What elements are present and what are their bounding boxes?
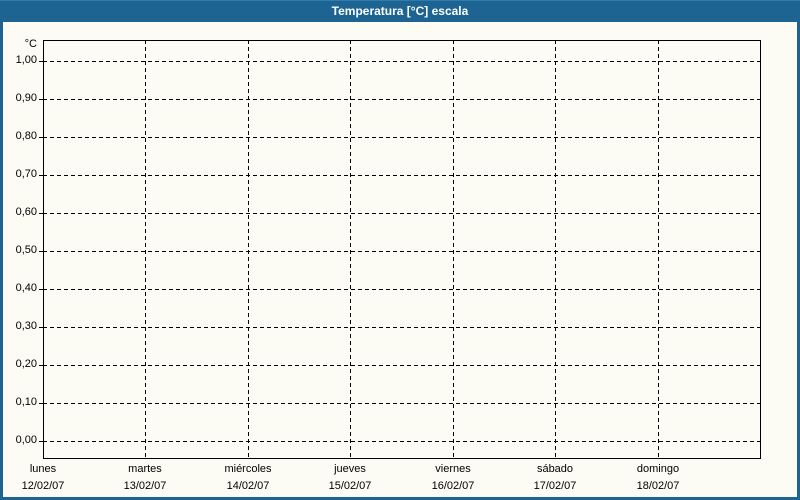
x-day-label: domingo	[636, 463, 680, 475]
plot-area	[43, 40, 761, 459]
x-day-label: sábado	[536, 463, 574, 475]
x-axis-label: miércoles 14/02/07	[224, 461, 271, 495]
y-tick-mark	[39, 99, 43, 100]
y-tick-mark	[39, 213, 43, 214]
gridline-vertical	[145, 40, 146, 458]
y-tick-label: 0,90	[15, 92, 37, 104]
x-date-label: 18/02/07	[636, 480, 680, 492]
y-tick-label: 0,70	[15, 168, 37, 180]
gridline-vertical	[350, 40, 351, 458]
y-tick-label: 0,40	[15, 282, 37, 294]
x-date-label: 16/02/07	[431, 480, 475, 492]
gridline-horizontal	[43, 61, 760, 62]
x-axis-label: sábado 17/02/07	[534, 461, 577, 495]
y-tick-mark	[39, 327, 43, 328]
frame-border-right	[797, 22, 800, 500]
gridline-horizontal	[43, 213, 760, 214]
gridline-horizontal	[43, 365, 760, 366]
gridline-horizontal	[43, 175, 760, 176]
y-tick-mark	[39, 441, 43, 442]
chart-title: Temperatura [°C] escala	[331, 4, 469, 18]
x-day-label: lunes	[29, 463, 57, 475]
gridline-horizontal	[43, 441, 760, 442]
frame-border-left	[0, 22, 3, 500]
x-axis-label: viernes 16/02/07	[432, 461, 475, 495]
y-tick-label: 0,60	[15, 206, 37, 218]
x-date-label: 14/02/07	[226, 480, 270, 492]
y-tick-label: 1,00	[15, 54, 37, 66]
gridline-horizontal	[43, 289, 760, 290]
x-day-label: viernes	[435, 463, 471, 475]
y-tick-label: 0,80	[15, 130, 37, 142]
x-day-label: miércoles	[224, 463, 272, 475]
x-axis-label: lunes 12/02/07	[22, 461, 65, 495]
x-day-label: jueves	[334, 463, 366, 475]
y-tick-mark	[39, 61, 43, 62]
x-date-label: 17/02/07	[533, 480, 577, 492]
x-day-label: martes	[128, 463, 162, 475]
gridline-vertical	[658, 40, 659, 458]
y-tick-label: 0,20	[15, 358, 37, 370]
y-tick-mark	[39, 137, 43, 138]
gridline-horizontal	[43, 99, 760, 100]
gridline-horizontal	[43, 251, 760, 252]
frame-border-bottom	[0, 497, 800, 500]
y-tick-label: 0,10	[15, 396, 37, 408]
x-axis-label: jueves 15/02/07	[329, 461, 372, 495]
gridline-vertical	[453, 40, 454, 458]
y-tick-label: 0,50	[15, 244, 37, 256]
gridline-horizontal	[43, 137, 760, 138]
y-tick-mark	[39, 403, 43, 404]
x-axis-label: martes 13/02/07	[124, 461, 167, 495]
gridline-vertical	[248, 40, 249, 458]
y-tick-mark	[39, 251, 43, 252]
gridline-horizontal	[43, 403, 760, 404]
y-tick-mark	[39, 365, 43, 366]
gridline-horizontal	[43, 327, 760, 328]
x-axis-label: domingo 18/02/07	[637, 461, 680, 495]
y-tick-label: 0,30	[15, 320, 37, 332]
title-bar: Temperatura [°C] escala	[0, 0, 800, 22]
x-date-label: 12/02/07	[21, 480, 65, 492]
x-date-label: 15/02/07	[328, 480, 372, 492]
y-tick-mark	[39, 175, 43, 176]
y-tick-label: 0,00	[15, 434, 37, 446]
y-axis-unit-label: °C	[24, 38, 37, 50]
y-tick-mark	[39, 289, 43, 290]
x-date-label: 13/02/07	[123, 480, 167, 492]
gridline-vertical	[555, 40, 556, 458]
